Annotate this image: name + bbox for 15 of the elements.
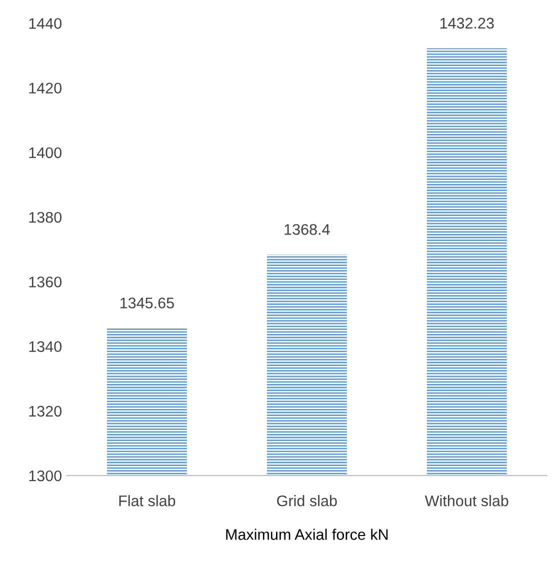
data-label: 1432.23 [440,18,494,29]
y-tick-label: 1380 [29,212,62,223]
data-label: 1345.65 [120,298,174,308]
y-tick-label: 1340 [29,341,62,352]
data-label: 1368.4 [284,224,330,235]
y-tick-label: 1400 [29,147,62,158]
y-tick-label: 1360 [29,276,62,288]
x-tick-label: Without slab [424,495,508,506]
y-tick-label: 1300 [29,470,62,482]
y-tick-label: 1440 [29,18,62,29]
x-axis-title: Maximum Axial force kN [226,528,388,540]
y-tick-label: 1420 [29,82,62,94]
x-tick-label: Flat slab [119,495,176,506]
x-tick-label: Grid slab [277,495,337,506]
y-tick-label: 1320 [29,406,62,417]
